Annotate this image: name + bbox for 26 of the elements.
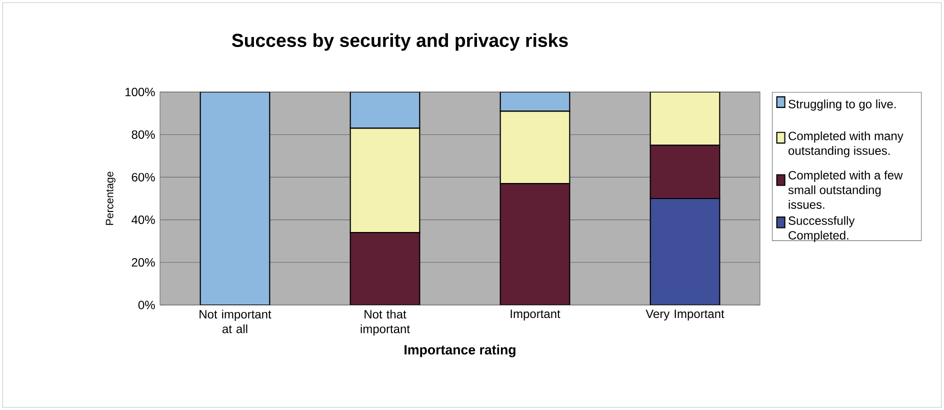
x-tick-label: Not important at all (200, 310, 272, 334)
x-axis-title: Importance rating (404, 344, 516, 358)
y-axis-title: Percentage (106, 172, 116, 225)
chart-title: Success by security and privacy risks (232, 33, 568, 51)
bar (500, 92, 570, 112)
x-tick-label: Very Important (646, 310, 724, 320)
y-tick-label: 20% (132, 258, 155, 267)
bar (650, 92, 720, 146)
legend-label: Completed with a few small outstanding issues. (788, 170, 903, 209)
bar (350, 232, 420, 305)
bar (500, 183, 570, 305)
y-tick-label: 60% (132, 172, 155, 182)
legend-label: Completed with many outstanding issues. (788, 131, 904, 158)
legend-label: Successfully Completed. (788, 216, 855, 242)
bar (200, 92, 270, 305)
bar (500, 110, 570, 184)
bar (350, 92, 420, 129)
bar (650, 144, 720, 200)
y-tick-label: 0% (138, 300, 155, 310)
y-tick-label: 100% (126, 88, 155, 96)
legend-label: Struggling to go live. (788, 100, 896, 111)
x-tick-label: Important (510, 310, 560, 320)
y-tick-label: 40% (132, 216, 155, 224)
y-tick-label: 80% (132, 130, 155, 139)
x-tick-label: Not that important (360, 310, 410, 336)
bar (350, 128, 420, 234)
